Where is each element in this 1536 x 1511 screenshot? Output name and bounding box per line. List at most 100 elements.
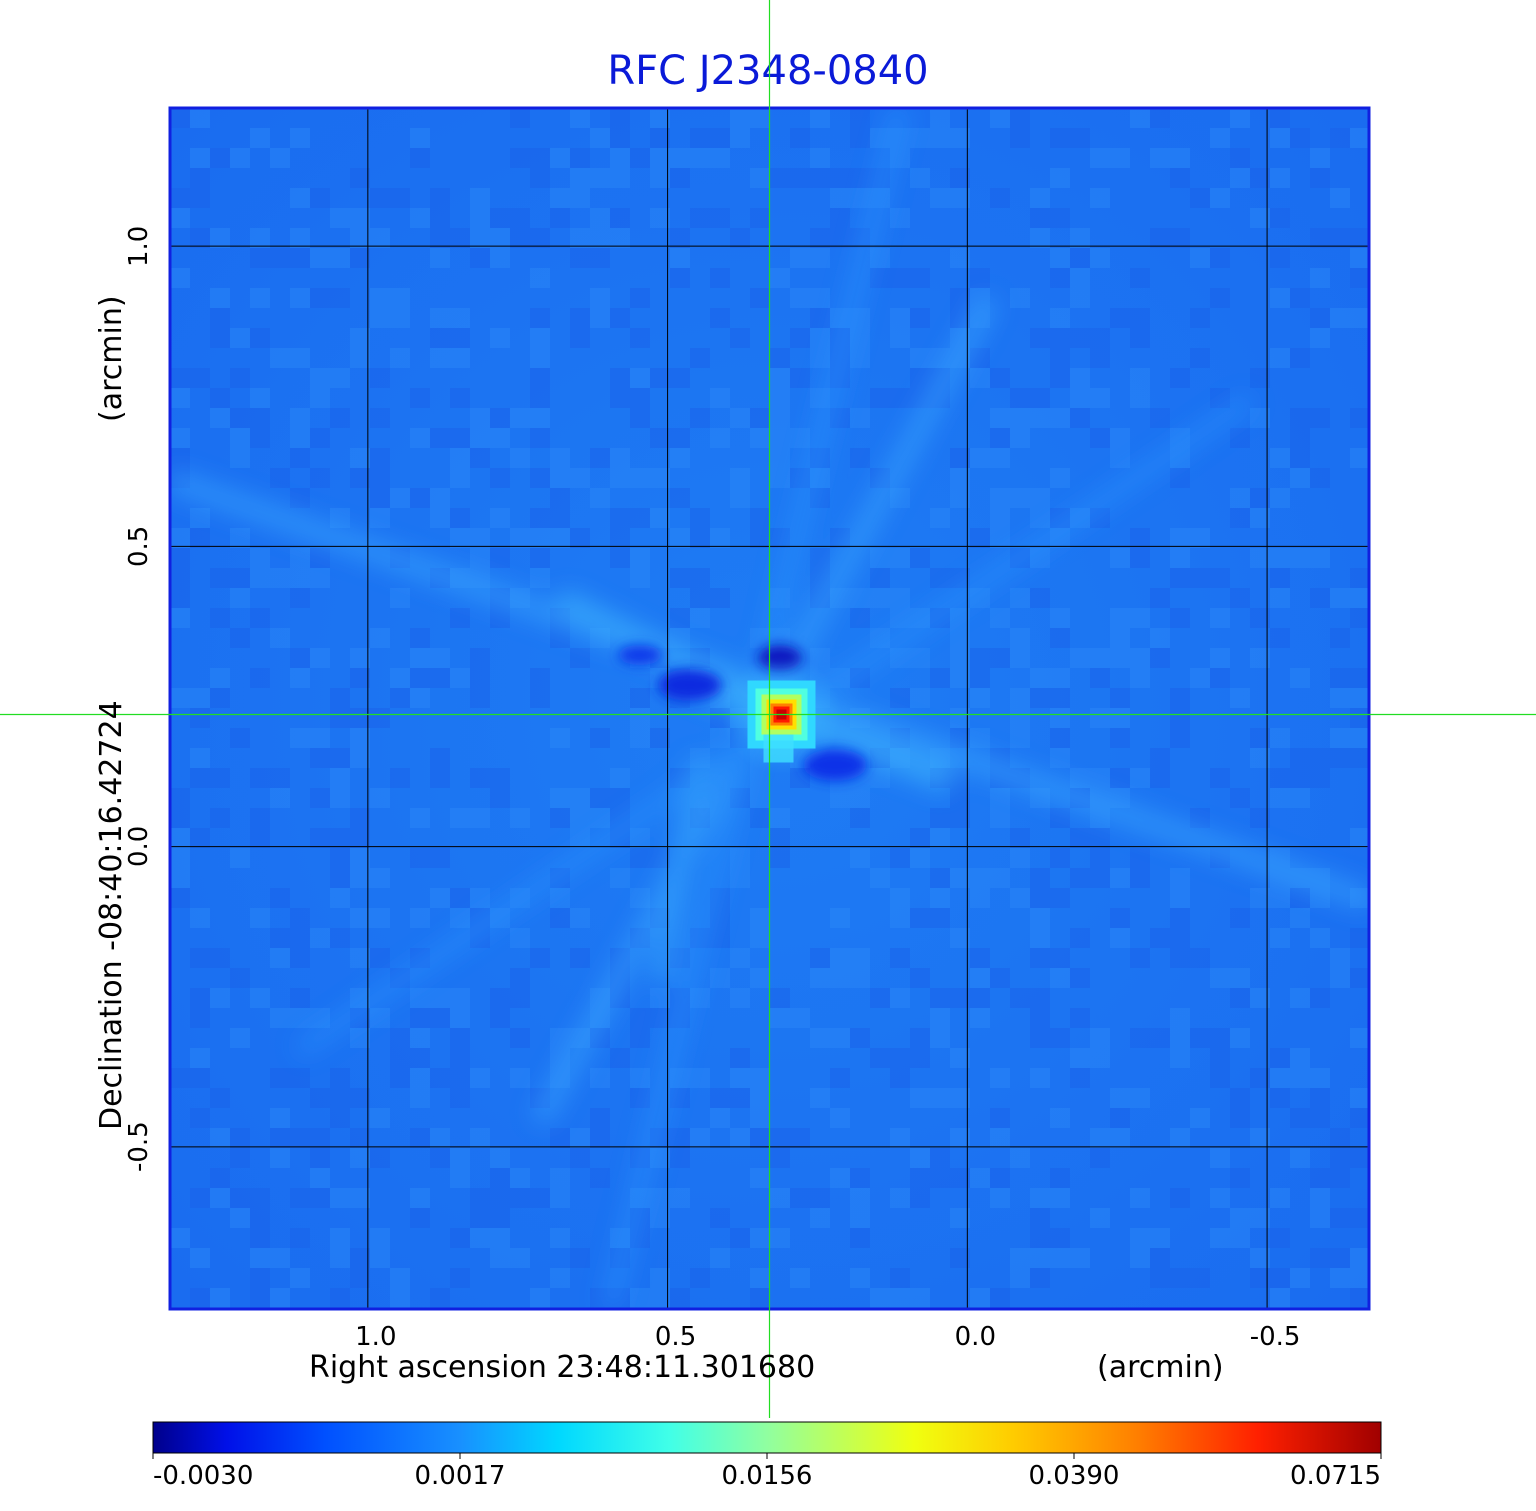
noise-pixel — [930, 568, 950, 588]
noise-pixel — [510, 1188, 530, 1208]
noise-pixel — [490, 248, 510, 268]
noise-pixel — [1110, 908, 1130, 928]
noise-pixel — [510, 108, 530, 128]
noise-pixel — [950, 308, 970, 328]
noise-pixel — [1130, 948, 1150, 968]
noise-pixel — [1350, 1268, 1369, 1288]
noise-pixel — [1190, 1028, 1210, 1048]
noise-pixel — [910, 368, 930, 388]
noise-pixel — [750, 428, 770, 448]
noise-pixel — [790, 168, 810, 188]
noise-pixel — [1350, 408, 1369, 428]
noise-pixel — [1190, 1268, 1210, 1288]
noise-pixel — [450, 608, 470, 628]
noise-pixel — [730, 488, 750, 508]
noise-pixel — [1270, 628, 1290, 648]
noise-pixel — [690, 588, 710, 608]
noise-pixel — [290, 948, 310, 968]
noise-pixel — [1330, 1148, 1350, 1168]
noise-pixel — [1250, 1208, 1270, 1228]
noise-pixel — [570, 1128, 590, 1148]
noise-pixel — [890, 328, 910, 348]
noise-pixel — [650, 428, 670, 448]
noise-pixel — [1170, 228, 1190, 248]
noise-pixel — [670, 268, 690, 288]
noise-pixel — [1050, 888, 1070, 908]
noise-pixel — [1050, 168, 1070, 188]
noise-pixel — [1250, 208, 1270, 228]
noise-pixel — [810, 1188, 830, 1208]
noise-pixel — [790, 328, 810, 348]
noise-pixel — [1310, 1208, 1330, 1228]
noise-pixel — [950, 628, 970, 648]
noise-pixel — [190, 1288, 210, 1308]
noise-pixel — [290, 988, 310, 1008]
noise-pixel — [250, 608, 270, 628]
noise-pixel — [490, 1308, 510, 1309]
noise-pixel — [610, 1308, 630, 1309]
noise-pixel — [1050, 968, 1070, 988]
noise-pixel — [1170, 1028, 1190, 1048]
noise-pixel — [1090, 1128, 1110, 1148]
noise-pixel — [650, 1268, 670, 1288]
noise-pixel — [1350, 1208, 1369, 1228]
noise-pixel — [750, 288, 770, 308]
noise-pixel — [450, 1168, 470, 1188]
noise-pixel — [650, 108, 670, 128]
noise-pixel — [470, 668, 490, 688]
noise-pixel — [1170, 568, 1190, 588]
noise-pixel — [210, 1168, 230, 1188]
noise-pixel — [1110, 1108, 1130, 1128]
noise-pixel — [190, 148, 210, 168]
noise-pixel — [710, 588, 730, 608]
noise-pixel — [270, 928, 290, 948]
noise-pixel — [1130, 768, 1150, 788]
noise-pixel — [1210, 968, 1230, 988]
noise-pixel — [1050, 368, 1070, 388]
noise-pixel — [970, 888, 990, 908]
noise-pixel — [350, 728, 370, 748]
noise-pixel — [730, 988, 750, 1008]
noise-pixel — [670, 628, 690, 648]
noise-pixel — [390, 1048, 410, 1068]
noise-pixel — [1050, 608, 1070, 628]
noise-pixel — [850, 788, 870, 808]
noise-pixel — [950, 248, 970, 268]
noise-pixel — [1250, 648, 1270, 668]
noise-pixel — [1230, 1108, 1250, 1128]
noise-pixel — [1130, 308, 1150, 328]
noise-pixel — [1350, 928, 1369, 948]
noise-pixel — [1090, 248, 1110, 268]
noise-pixel — [350, 668, 370, 688]
noise-pixel — [630, 408, 650, 428]
noise-pixel — [410, 128, 430, 148]
noise-pixel — [970, 668, 990, 688]
noise-pixel — [590, 308, 610, 328]
noise-pixel — [430, 888, 450, 908]
noise-pixel — [1270, 348, 1290, 368]
noise-pixel — [750, 108, 770, 128]
noise-pixel — [770, 988, 790, 1008]
noise-pixel — [710, 1108, 730, 1128]
noise-pixel — [250, 568, 270, 588]
noise-pixel — [310, 188, 330, 208]
noise-pixel — [1210, 608, 1230, 628]
noise-pixel — [190, 228, 210, 248]
noise-pixel — [890, 1308, 910, 1309]
noise-pixel — [810, 348, 830, 368]
noise-pixel — [990, 868, 1010, 888]
noise-pixel — [1030, 688, 1050, 708]
noise-pixel — [570, 168, 590, 188]
noise-pixel — [610, 548, 630, 568]
noise-pixel — [950, 708, 970, 728]
noise-pixel — [730, 228, 750, 248]
noise-pixel — [1090, 328, 1110, 348]
noise-pixel — [970, 648, 990, 668]
x-tick-label: 1.0 — [355, 1322, 397, 1352]
noise-pixel — [410, 688, 430, 708]
noise-pixel — [770, 828, 790, 848]
noise-pixel — [210, 228, 230, 248]
noise-pixel — [230, 148, 250, 168]
noise-pixel — [630, 468, 650, 488]
noise-pixel — [1270, 768, 1290, 788]
